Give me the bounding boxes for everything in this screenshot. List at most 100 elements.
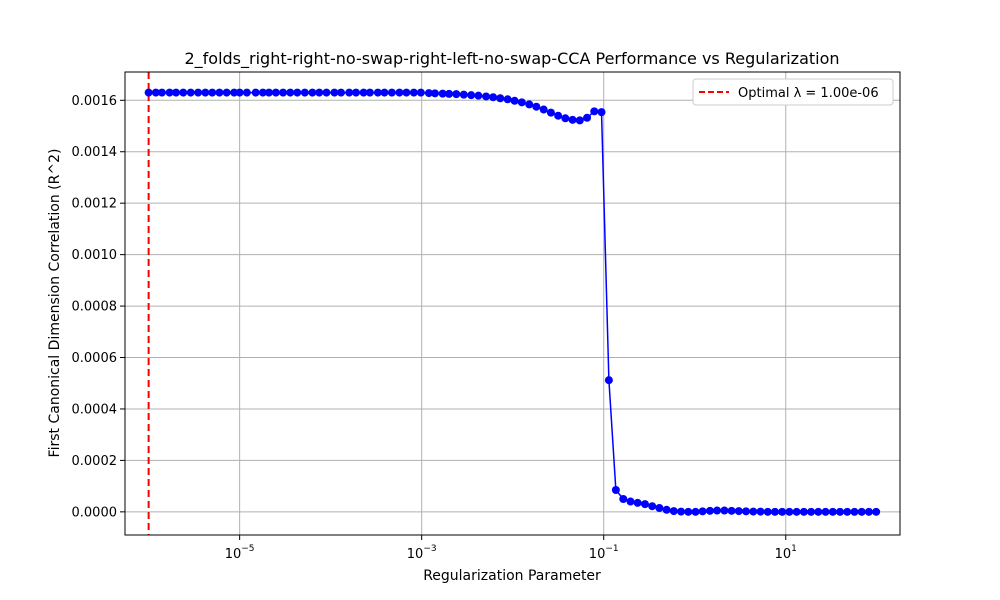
data-point (438, 89, 447, 98)
data-point (691, 507, 700, 516)
data-point (517, 98, 526, 107)
data-point (300, 88, 309, 97)
data-point (445, 89, 454, 98)
data-point (474, 91, 483, 100)
data-point (279, 88, 288, 97)
data-point (489, 93, 498, 102)
data-point (165, 88, 174, 97)
data-point (525, 100, 534, 109)
data-point (648, 502, 657, 511)
data-point (235, 88, 244, 97)
data-point (496, 94, 505, 103)
x-tick-label: 101 (775, 544, 797, 562)
x-tick-label: 10−5 (225, 544, 255, 562)
legend: Optimal λ = 1.00e-06 (692, 78, 894, 106)
data-point (684, 507, 693, 516)
data-point (807, 507, 816, 516)
data-point (604, 376, 613, 385)
chart-title: 2_folds_right-right-no-swap-right-left-n… (184, 49, 839, 69)
data-point (662, 505, 671, 514)
data-point (242, 88, 251, 97)
data-point (763, 507, 772, 516)
data-point (293, 88, 302, 97)
data-point (864, 507, 873, 516)
data-point (503, 95, 512, 104)
data-point (597, 108, 606, 117)
data-point (554, 111, 563, 120)
x-axis-ticks: 10−5 10−3 10−1 101 (225, 535, 797, 562)
data-point (230, 88, 239, 97)
y-tick-label: 0.0004 (72, 402, 118, 417)
data-point (655, 503, 664, 512)
data-point (792, 507, 801, 516)
y-tick-label: 0.0010 (72, 248, 118, 263)
data-point (467, 91, 476, 100)
data-point (836, 507, 845, 516)
data-point (144, 88, 153, 97)
data-point (222, 88, 231, 97)
data-point (583, 113, 592, 122)
data-point (850, 507, 859, 516)
data-point (857, 507, 866, 516)
data-point (756, 507, 765, 516)
data-point (770, 507, 779, 516)
y-tick-label: 0.0014 (72, 145, 118, 160)
data-point (633, 498, 642, 507)
data-point (258, 88, 267, 97)
y-tick-label: 0.0000 (72, 505, 118, 520)
data-point (727, 506, 736, 515)
data-point (568, 115, 577, 124)
data-point (785, 507, 794, 516)
data-point (330, 88, 339, 97)
data-point (315, 88, 324, 97)
data-point (828, 507, 837, 516)
data-point (814, 507, 823, 516)
data-point (402, 88, 411, 97)
data-point (734, 507, 743, 516)
data-point (677, 507, 686, 516)
y-tick-label: 0.0016 (72, 94, 118, 109)
y-tick-label: 0.0008 (72, 300, 118, 315)
data-point (669, 507, 678, 516)
data-point (575, 116, 584, 125)
data-point (409, 88, 418, 97)
data-point (194, 88, 203, 97)
data-point (482, 92, 491, 101)
data-point (215, 88, 224, 97)
data-point (742, 507, 751, 516)
data-point (352, 88, 361, 97)
data-point (322, 88, 331, 97)
data-point (345, 88, 354, 97)
data-point (201, 88, 210, 97)
data-point (271, 88, 280, 97)
data-point (561, 114, 570, 123)
y-tick-label: 0.0006 (72, 351, 118, 366)
data-point (799, 507, 808, 516)
data-point (373, 88, 382, 97)
data-point (640, 500, 649, 509)
plot-frame (124, 71, 901, 536)
y-axis-label: First Canonical Dimension Correlation (R… (47, 149, 63, 458)
data-point (208, 88, 217, 97)
y-tick-label: 0.0002 (72, 454, 118, 469)
x-tick-label: 10−1 (589, 544, 619, 562)
data-point (698, 507, 707, 516)
data-point (713, 506, 722, 515)
data-point (387, 88, 396, 97)
data-point (286, 88, 295, 97)
data-point (157, 88, 166, 97)
data-point (251, 88, 260, 97)
data-point (510, 96, 519, 105)
data-point (546, 108, 555, 117)
data-point (424, 89, 433, 98)
data-point (452, 90, 461, 99)
data-point (359, 88, 368, 97)
data-point (151, 88, 160, 97)
series-layer (144, 88, 881, 516)
data-point (626, 497, 635, 506)
data-point (619, 494, 628, 503)
data-point (337, 88, 346, 97)
data-point (459, 90, 468, 99)
legend-box (692, 78, 894, 106)
data-point (308, 88, 317, 97)
